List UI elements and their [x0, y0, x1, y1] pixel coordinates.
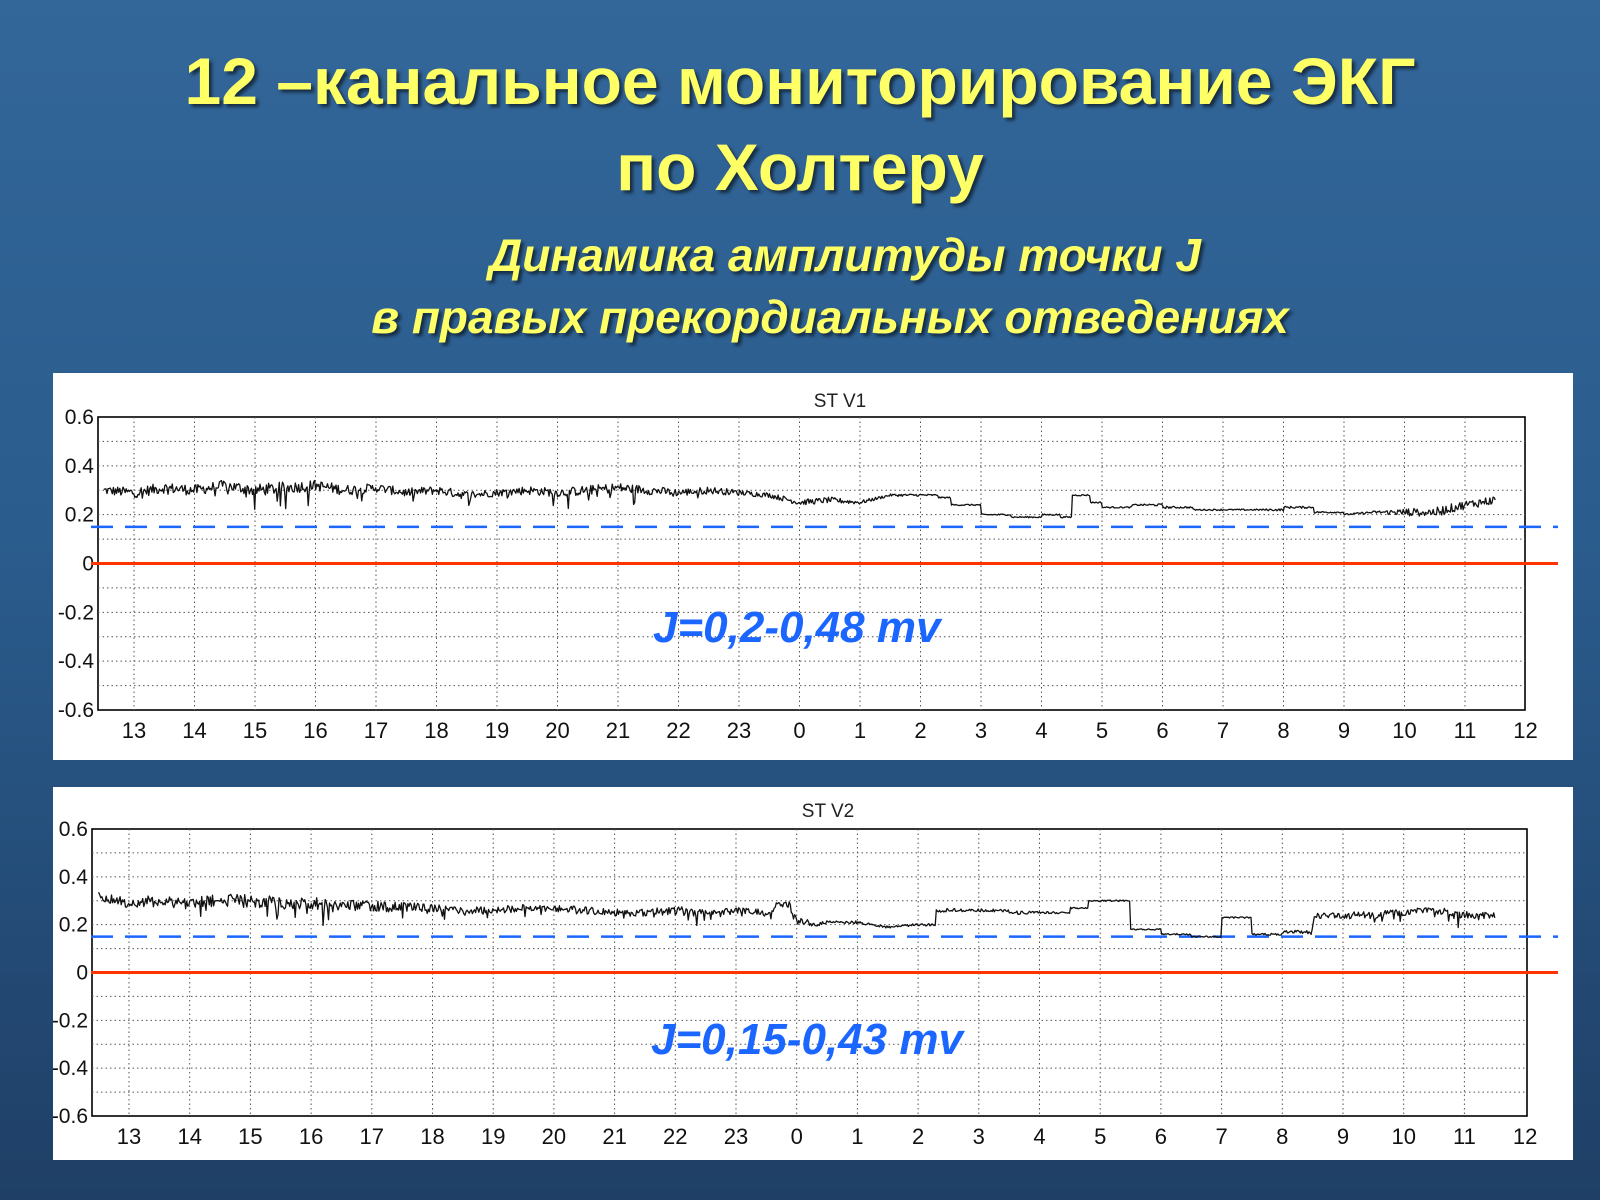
- x-tick-label: 6: [1156, 718, 1168, 743]
- x-tick-label: 14: [177, 1124, 201, 1149]
- x-tick-label: 18: [424, 718, 448, 743]
- x-tick-label: 0: [793, 718, 805, 743]
- y-tick-label: -0.2: [53, 1009, 88, 1032]
- x-tick-label: 12: [1513, 1124, 1537, 1149]
- st-trace: [103, 479, 1496, 519]
- y-tick-label: -0.4: [58, 650, 95, 673]
- x-tick-label: 16: [303, 718, 327, 743]
- x-tick-label: 23: [724, 1124, 748, 1149]
- x-tick-label: 8: [1277, 718, 1289, 743]
- x-tick-label: 10: [1392, 718, 1416, 743]
- x-tick-label: 13: [117, 1124, 141, 1149]
- y-tick-label: 0: [82, 553, 94, 576]
- x-tick-label: 18: [420, 1124, 444, 1149]
- x-tick-label: 1: [851, 1124, 863, 1149]
- y-tick-label: 0.4: [59, 866, 89, 889]
- x-tick-label: 5: [1096, 718, 1108, 743]
- x-tick-label: 15: [243, 718, 267, 743]
- x-tick-label: 5: [1094, 1124, 1106, 1149]
- x-tick-label: 9: [1338, 718, 1350, 743]
- x-tick-label: 13: [122, 718, 146, 743]
- y-tick-label: 0.6: [65, 406, 94, 429]
- x-tick-label: 21: [602, 1124, 626, 1149]
- x-tick-label: 3: [973, 1124, 985, 1149]
- x-tick-label: 23: [727, 718, 751, 743]
- chart-title: ST V1: [814, 391, 866, 412]
- y-tick-label: 0.2: [59, 914, 88, 937]
- x-tick-label: 4: [1035, 718, 1047, 743]
- x-tick-label: 1: [854, 718, 866, 743]
- x-tick-label: 17: [360, 1124, 384, 1149]
- chart-panel-st-v2: ST V2 0.6 0.4 0.2 0 -0.2 -0.4 -0.6 13 14 15 16 17 18 1…: [53, 787, 1573, 1160]
- x-tick-label: 20: [542, 1124, 566, 1149]
- x-tick-label: 9: [1337, 1124, 1349, 1149]
- chart-title: ST V2: [802, 801, 854, 822]
- subtitle-line-1: Динамика амплитуды точки J: [488, 229, 1201, 281]
- x-tick-label: 0: [791, 1124, 803, 1149]
- slide-title: 12 –канальное мониторирование ЭКГ по Хол…: [0, 38, 1600, 210]
- x-tick-label: 22: [666, 718, 690, 743]
- y-tick-label: 0: [76, 962, 88, 985]
- j-amplitude-label-v2: J=0,15-0,43 mv: [651, 1015, 963, 1064]
- x-tick-label: 19: [481, 1124, 505, 1149]
- slide-subtitle: Динамика амплитуды точки J в правых прек…: [0, 224, 1600, 348]
- x-tick-label: 2: [914, 718, 926, 743]
- subtitle-line-2: в правых прекордиальных отведениях: [371, 291, 1289, 343]
- title-line-2: по Холтеру: [616, 130, 984, 204]
- x-tick-label: 19: [485, 718, 509, 743]
- x-tick-label: 10: [1391, 1124, 1415, 1149]
- x-tick-label: 16: [299, 1124, 323, 1149]
- st-v1-chart: ST V10.60.40.20-0.2-0.4-0.613 14 15 16 17 18 1…: [58, 391, 1558, 743]
- x-tick-label: 2: [912, 1124, 924, 1149]
- title-line-1: 12 –канальное мониторирование ЭКГ: [184, 44, 1416, 118]
- x-tick-label: 7: [1215, 1124, 1227, 1149]
- x-tick-label: 11: [1453, 1124, 1476, 1149]
- chart-panel-st-v1: ST V1 0.6 0.4 0.2 0 -0.2 -0.4 -0.6 13 14 15 16 17 18 1…: [53, 373, 1573, 760]
- x-tick-label: 17: [364, 718, 388, 743]
- x-tick-label: 6: [1155, 1124, 1167, 1149]
- j-amplitude-label-v1: J=0,2-0,48 mv: [653, 603, 941, 652]
- x-tick-label: 21: [606, 718, 630, 743]
- y-tick-label: -0.2: [58, 601, 94, 624]
- y-tick-label: 0.2: [65, 504, 94, 527]
- x-tick-label: 8: [1276, 1124, 1288, 1149]
- x-tick-label: 7: [1217, 718, 1229, 743]
- y-tick-label: 0.4: [65, 455, 95, 478]
- x-tick-label: 12: [1513, 718, 1537, 743]
- y-tick-label: -0.6: [53, 1105, 88, 1128]
- st-trace: [98, 892, 1496, 938]
- x-tick-label: 15: [238, 1124, 262, 1149]
- y-tick-label: 0.6: [59, 818, 88, 841]
- x-tick-label: 20: [545, 718, 569, 743]
- y-tick-label: -0.4: [53, 1057, 88, 1080]
- x-tick-label: 3: [975, 718, 987, 743]
- x-tick-label: 4: [1033, 1124, 1045, 1149]
- x-tick-label: 22: [663, 1124, 687, 1149]
- x-tick-label: 14: [182, 718, 206, 743]
- st-v2-chart: ST V20.60.40.20-0.2-0.4-0.613 14 15 16 17 18 1…: [53, 801, 1558, 1149]
- y-tick-label: -0.6: [58, 699, 94, 722]
- x-tick-label: 11: [1454, 718, 1477, 743]
